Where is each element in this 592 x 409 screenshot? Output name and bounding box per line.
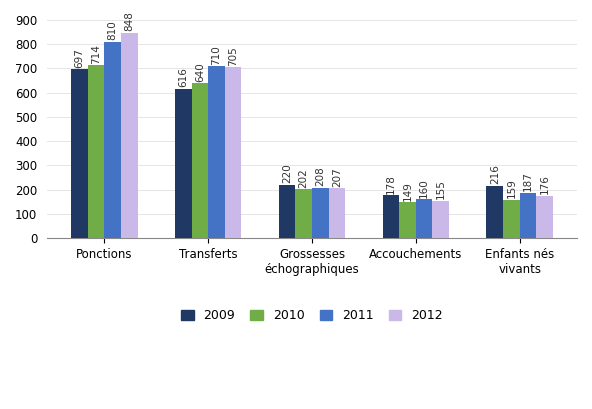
- Bar: [487, 186, 503, 238]
- Text: 714: 714: [91, 44, 101, 64]
- Bar: [104, 42, 121, 238]
- Bar: [416, 199, 432, 238]
- Text: 705: 705: [228, 46, 238, 66]
- Text: 159: 159: [506, 178, 516, 198]
- Text: 178: 178: [386, 174, 396, 193]
- Text: 187: 187: [523, 171, 533, 191]
- Text: 155: 155: [436, 179, 446, 199]
- Bar: [432, 200, 449, 238]
- Bar: [312, 188, 329, 238]
- Bar: [192, 83, 208, 238]
- Text: 616: 616: [178, 67, 188, 88]
- Bar: [503, 200, 520, 238]
- Text: 160: 160: [419, 178, 429, 198]
- Bar: [399, 202, 416, 238]
- Bar: [225, 67, 242, 238]
- Bar: [520, 193, 536, 238]
- Text: 202: 202: [299, 168, 308, 188]
- Text: 207: 207: [332, 167, 342, 187]
- Text: 640: 640: [195, 62, 205, 81]
- Bar: [71, 69, 88, 238]
- Text: 216: 216: [490, 164, 500, 184]
- Bar: [121, 33, 137, 238]
- Text: 220: 220: [282, 164, 292, 183]
- Bar: [279, 185, 295, 238]
- Bar: [295, 189, 312, 238]
- Text: 848: 848: [124, 11, 134, 31]
- Bar: [208, 66, 225, 238]
- Text: 149: 149: [403, 181, 413, 200]
- Bar: [88, 65, 104, 238]
- Text: 176: 176: [539, 174, 549, 194]
- Text: 810: 810: [108, 20, 118, 40]
- Text: 697: 697: [75, 48, 85, 68]
- Text: 710: 710: [211, 45, 221, 65]
- Bar: [175, 89, 192, 238]
- Bar: [536, 196, 553, 238]
- Bar: [329, 188, 345, 238]
- Legend: 2009, 2010, 2011, 2012: 2009, 2010, 2011, 2012: [178, 306, 446, 326]
- Bar: [382, 195, 399, 238]
- Text: 208: 208: [316, 166, 325, 186]
